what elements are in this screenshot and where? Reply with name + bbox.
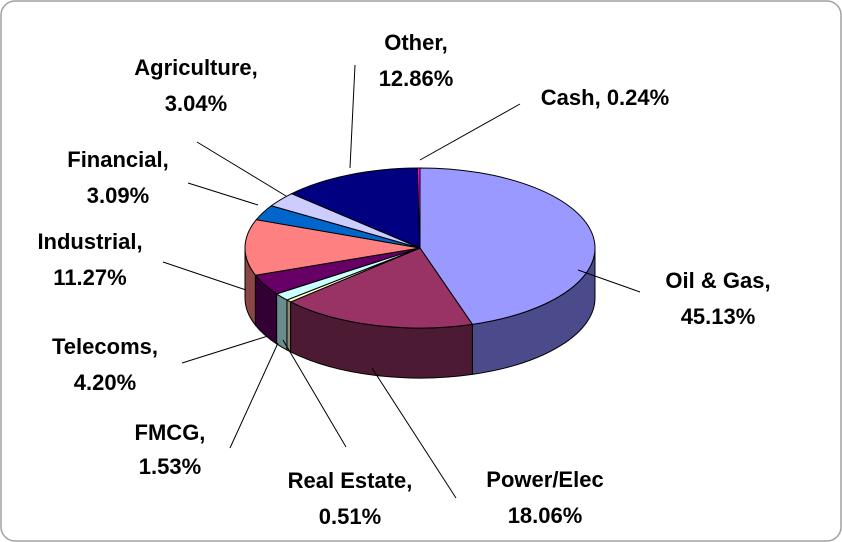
- slice-other: [290, 167, 421, 249]
- slice-industrial: [244, 219, 421, 276]
- slice-side-real-estate: [286, 299, 292, 353]
- slice-side-fmcg: [276, 292, 288, 351]
- label-fmcg-name: FMCG,: [135, 420, 206, 445]
- label-telecoms-value: 4.20%: [74, 370, 136, 395]
- label-cash-name: Cash, 0.24%: [541, 85, 669, 110]
- label-oil-gas-name: Oil & Gas,: [665, 268, 770, 293]
- label-industrial-value: 11.27%: [53, 265, 126, 290]
- label-telecoms-name: Telecoms,: [52, 334, 158, 359]
- label-financial-value: 3.09%: [87, 183, 149, 208]
- leader-line-real-estate: [282, 339, 347, 448]
- slice-oil-gas: [419, 167, 596, 325]
- leader-line-cash: [419, 103, 521, 161]
- label-industrial-name: Industrial,: [37, 229, 142, 254]
- label-real-estate-name: Real Estate,: [288, 468, 413, 493]
- label-real-estate-value: 0.51%: [319, 504, 381, 529]
- leader-lines: [162, 64, 641, 499]
- slice-labels: Oil & Gas, 45.13% Power/Elec 18.06% Real Est…: [37, 30, 770, 529]
- pie-slices: [244, 167, 596, 379]
- slice-power-elec: [289, 247, 474, 329]
- label-oil-gas-value: 45.13%: [681, 304, 756, 329]
- label-other-value: 12.86%: [379, 66, 454, 91]
- leader-line-financial: [187, 182, 259, 206]
- leader-line-telecoms: [181, 335, 269, 364]
- label-power-elec-value: 18.06%: [508, 503, 583, 528]
- leader-line-fmcg: [229, 342, 279, 449]
- slice-cash: [416, 167, 421, 249]
- leader-line-industrial: [162, 261, 247, 291]
- label-financial-name: Financial,: [67, 147, 168, 172]
- leader-line-power-elec: [371, 367, 457, 499]
- label-fmcg-value: 1.53%: [139, 454, 201, 479]
- label-other-name: Other,: [384, 30, 448, 55]
- leader-line-other: [349, 64, 356, 169]
- label-power-elec-name: Power/Elec: [486, 467, 603, 492]
- leader-line-oil-gas: [577, 269, 641, 293]
- leader-line-agriculture: [196, 141, 287, 197]
- label-agriculture-value: 3.04%: [165, 91, 227, 116]
- label-agriculture-name: Agriculture,: [134, 55, 257, 80]
